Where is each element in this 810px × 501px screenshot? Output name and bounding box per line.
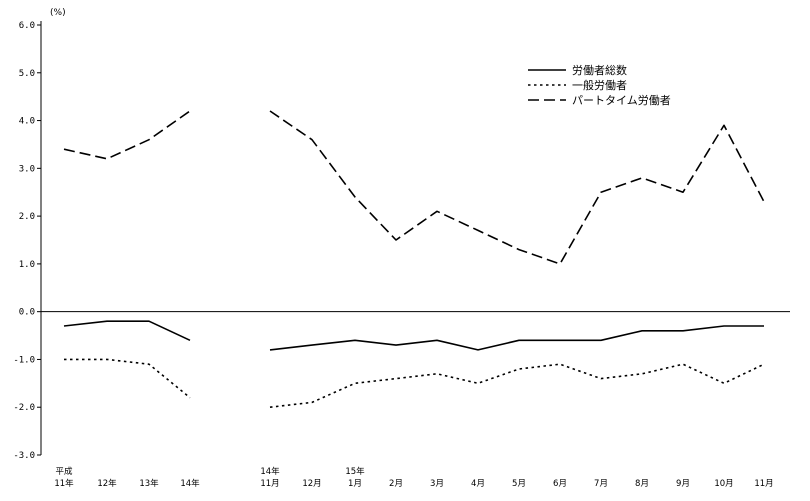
- x-tick-label: 11月: [260, 479, 279, 489]
- legend-label: 労働者総数: [572, 63, 627, 77]
- x-tick-label: 11月: [754, 479, 773, 489]
- y-tick-label: -2.0: [13, 403, 35, 413]
- x-tick-label: 13年: [139, 478, 159, 489]
- series-line-3: [269, 110, 765, 265]
- x-tick-label: 8月: [635, 479, 649, 489]
- y-tick-label: 6.0: [19, 21, 35, 31]
- x-tick-label: 3月: [430, 479, 444, 489]
- legend-label: パートタイム労働者: [572, 93, 671, 107]
- x-tick-label: 1月: [348, 479, 362, 489]
- x-tick-label: 11年: [54, 478, 74, 489]
- series-line-3: [63, 110, 191, 160]
- series-lines: [63, 110, 765, 408]
- axes: [40, 21, 790, 455]
- x-tick-label: 12年: [97, 478, 117, 489]
- unit-label: (%): [50, 8, 66, 18]
- y-tick-label: 2.0: [19, 212, 35, 222]
- y-tick-label: 3.0: [19, 164, 35, 174]
- y-tick-label: 5.0: [19, 69, 35, 79]
- x-tick-label: 6月: [553, 479, 567, 489]
- x-tick-label: 14年: [260, 466, 280, 477]
- y-tick-label: 1.0: [19, 260, 35, 270]
- x-tick-label: 15年: [345, 466, 365, 477]
- series-line-2: [64, 358, 191, 399]
- series-line-1: [63, 320, 191, 342]
- x-tick-label: 2月: [389, 479, 403, 489]
- series-line-1: [269, 325, 764, 351]
- y-tick-label: 4.0: [19, 117, 35, 127]
- x-tick-label: 7月: [594, 479, 608, 489]
- x-tick-label: 10月: [714, 479, 733, 489]
- y-tick-label: -1.0: [13, 355, 35, 365]
- x-tick-label: 9月: [676, 479, 690, 489]
- x-tick-label: 12月: [302, 479, 321, 489]
- x-tick-label: 4月: [471, 479, 485, 489]
- x-tick-label: 5月: [512, 479, 526, 489]
- y-tick-label: -3.0: [13, 451, 35, 461]
- y-tick-label: 0.0: [19, 308, 35, 318]
- x-tick-label: 14年: [180, 478, 200, 489]
- x-tick-label: 平成: [55, 466, 73, 477]
- y-axis-ticks: 6.0 5.0 4.0 3.0 2.0 1.0 0.0 -1.0 -2.0 -3.0: [13, 21, 41, 461]
- series-line-2: [269, 363, 765, 408]
- legend-label: 一般労働者: [572, 78, 627, 92]
